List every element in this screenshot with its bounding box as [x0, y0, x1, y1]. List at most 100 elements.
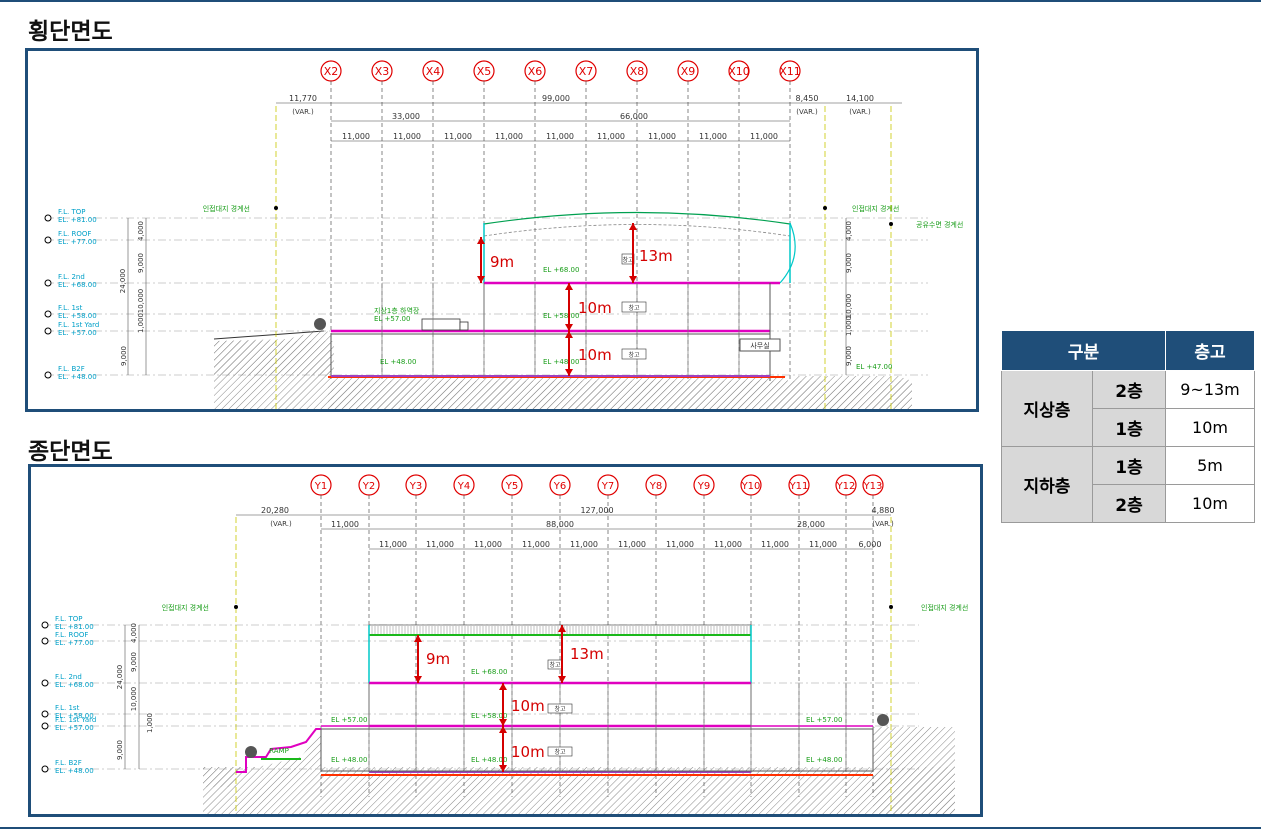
- dimension-text: 6,000: [859, 540, 882, 549]
- grid-label: Y4: [457, 481, 470, 492]
- cross-section-title: 횡단면도: [28, 19, 113, 45]
- level-marker: [41, 765, 49, 773]
- dimension-text: (VAR.): [849, 108, 871, 116]
- dimension-text: 11,000: [379, 540, 407, 549]
- cross-section-drawing: X2 X3 X4 X5 X6 X7 X8 X9 X10 X11 11,770 (VAR.) 99,000…: [44, 60, 963, 409]
- grid-label: X6: [528, 65, 543, 78]
- room-tag-label: 창고: [554, 705, 566, 713]
- level-marker: [41, 621, 49, 629]
- grid-label: Y11: [789, 481, 809, 492]
- ground-hatch: [873, 727, 955, 814]
- dimension-text: 11,000: [426, 540, 454, 549]
- floor-height: 9~13m: [1165, 370, 1255, 409]
- dimension-text: 11,000: [809, 540, 837, 549]
- grid-label: Y10: [741, 481, 761, 492]
- dimension-text: 127,000: [580, 506, 613, 515]
- group-below-ground: 지하층: [1001, 446, 1093, 523]
- office-label: 사무실: [750, 341, 769, 350]
- grid-label: X11: [779, 65, 801, 78]
- ground-line: [213, 330, 325, 340]
- grid-label: X2: [324, 65, 339, 78]
- dimension-text: 11,000: [474, 540, 502, 549]
- header-division: 구분: [1001, 330, 1166, 371]
- height-arrow-10m-head: [499, 765, 507, 772]
- room-tag-label: 창고: [554, 748, 566, 756]
- grid-label: X10: [728, 65, 750, 78]
- level-marker: [41, 637, 49, 645]
- height-label: 9m: [426, 650, 450, 668]
- dimension-text: 10,000: [130, 687, 138, 712]
- height-label: 13m: [570, 645, 604, 663]
- dimension-text: 24,000: [116, 665, 124, 690]
- height-label: 13m: [639, 247, 673, 265]
- room-tag-label: 창고: [622, 256, 634, 264]
- height-label: 10m: [578, 346, 612, 364]
- room-tag: [547, 703, 573, 714]
- room-tag-label: 창고: [628, 304, 640, 312]
- grid-label: Y5: [505, 481, 518, 492]
- grid-label: Y6: [553, 481, 566, 492]
- room-tag: [547, 746, 573, 757]
- bottom-rule: [0, 827, 1261, 829]
- elevation-label: EL +48.00: [543, 358, 579, 366]
- level-el: EL. +48.00: [55, 767, 94, 775]
- grid-label: X5: [477, 65, 492, 78]
- dimension-text: 11,000: [618, 540, 646, 549]
- level-marker: [41, 722, 49, 730]
- grid-label: Y8: [649, 481, 662, 492]
- group-above-ground: 지상층: [1001, 370, 1093, 447]
- height-arrow-10m-head: [565, 324, 573, 331]
- elevation-label: EL +48.00: [806, 756, 842, 764]
- level-el: EL. +81.00: [58, 216, 97, 224]
- grid-label: Y9: [697, 481, 710, 492]
- grid-label: X7: [579, 65, 594, 78]
- boundary-marker: [889, 222, 893, 226]
- grid-label: Y7: [601, 481, 614, 492]
- level-name: F.L. B2F: [58, 365, 85, 373]
- level-name: F.L. ROOF: [55, 631, 88, 639]
- elevation-label: EL +68.00: [471, 668, 507, 676]
- level-name: F.L. TOP: [55, 615, 82, 623]
- dimension-text: 4,000: [845, 221, 853, 241]
- dimension-text: 9,000: [116, 740, 124, 760]
- dimension-text: 66,000: [620, 112, 648, 121]
- height-arrow-9m-head: [477, 237, 485, 244]
- boundary-marker: [889, 605, 893, 609]
- roof-truss: [483, 224, 791, 237]
- room-tag: [621, 301, 647, 313]
- height-arrow-13m-head: [558, 676, 566, 683]
- table-row: 2층 10m: [1002, 484, 1255, 523]
- height-label: 9m: [490, 253, 514, 271]
- floor-height: 10m: [1165, 408, 1255, 447]
- height-arrow-10m-head: [565, 283, 573, 290]
- grid-label: X9: [681, 65, 696, 78]
- dimension-text: 11,000: [393, 132, 421, 141]
- dimension-text: 14,100: [846, 94, 874, 103]
- grid-label: Y3: [409, 481, 422, 492]
- long-section-panel: Y1 Y2 Y3 Y4 Y5 Y6 Y7 Y8 Y9 Y10 Y11 Y12 Y13 20,280 (VAR…: [28, 464, 983, 817]
- basement-box: [330, 333, 771, 377]
- level-marker: [44, 236, 52, 244]
- level-name: F.L. 2nd: [58, 273, 85, 281]
- boundary-label: 인접대지 경계선: [162, 603, 209, 612]
- dimension-text: 11,000: [522, 540, 550, 549]
- dimension-text: 1,000: [137, 313, 145, 333]
- dimension-text: 4,880: [872, 506, 895, 515]
- height-arrow-10m-head: [499, 726, 507, 733]
- dimension-text: 11,000: [750, 132, 778, 141]
- height-arrow-13m-head: [629, 276, 637, 283]
- floor-label: 1층: [1092, 408, 1166, 447]
- dimension-text: (VAR.): [270, 520, 292, 528]
- level-el: EL. +48.00: [58, 373, 97, 381]
- dimension-text: 11,000: [546, 132, 574, 141]
- dimension-text: 11,000: [699, 132, 727, 141]
- elevation-label: EL +48.00: [331, 756, 367, 764]
- wall-curve: [779, 222, 796, 284]
- level-el: EL. +58.00: [55, 712, 94, 720]
- height-label: 10m: [511, 743, 545, 761]
- boundary-label: 공유수면 경계선: [916, 220, 963, 229]
- boundary-marker: [274, 206, 278, 210]
- dimension-text: 4,000: [137, 221, 145, 241]
- dimension-text: (VAR.): [796, 108, 818, 116]
- height-arrow-10m-head: [499, 683, 507, 690]
